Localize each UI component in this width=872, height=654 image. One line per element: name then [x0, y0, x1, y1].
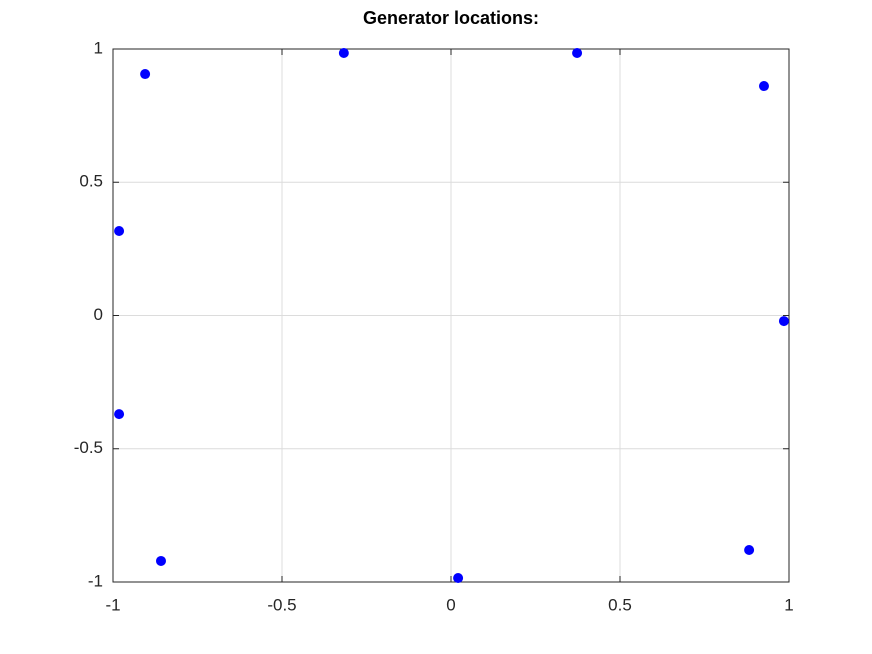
point: [114, 226, 125, 237]
point: [155, 555, 166, 566]
point: [744, 545, 755, 556]
x-tick-label: 0: [446, 595, 455, 614]
x-tick-label: -1: [105, 595, 120, 614]
point: [778, 316, 789, 327]
plot-frame: [112, 48, 790, 583]
point: [758, 81, 769, 92]
y-tick-label: 1: [94, 38, 103, 57]
x-tick-label: 0.5: [608, 595, 632, 614]
point: [572, 47, 583, 58]
x-tick-label: 1: [784, 595, 793, 614]
point: [114, 409, 125, 420]
y-tick-label: -1: [88, 571, 103, 590]
y-tick-label: -0.5: [74, 438, 103, 457]
chart-title: Generator locations:: [363, 8, 539, 28]
point: [453, 573, 464, 584]
x-tick-label: -0.5: [267, 595, 296, 614]
point: [140, 69, 151, 80]
y-tick-label: 0: [94, 305, 103, 324]
y-tick-label: 0.5: [79, 172, 103, 191]
point: [338, 47, 349, 58]
